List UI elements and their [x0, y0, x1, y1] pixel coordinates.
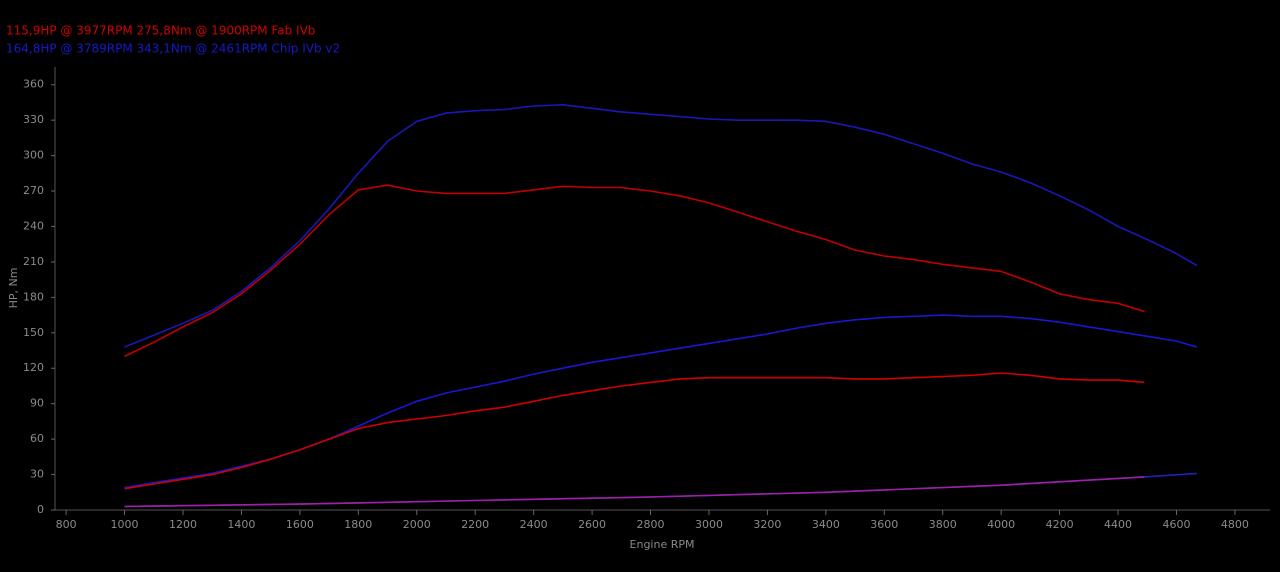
- y-tick-label: 270: [23, 184, 44, 197]
- x-tick-label: 800: [56, 518, 77, 531]
- x-tick-label: 1400: [227, 518, 255, 531]
- series-line: [124, 184, 1145, 358]
- x-tick-label: 4200: [1046, 518, 1074, 531]
- x-tick-label: 4800: [1221, 518, 1249, 531]
- y-tick-label: 150: [23, 326, 44, 339]
- x-tick-label: 2600: [578, 518, 606, 531]
- y-tick-label: 360: [23, 78, 44, 91]
- x-tick-label: 3400: [812, 518, 840, 531]
- x-tick-label: 2200: [461, 518, 489, 531]
- y-tick-label: 300: [23, 149, 44, 162]
- series-line: [124, 103, 1198, 348]
- x-tick-label: 2800: [637, 518, 665, 531]
- x-tick-label: 3000: [695, 518, 723, 531]
- x-tick-label: 1800: [344, 518, 372, 531]
- y-tick-label: 90: [30, 397, 44, 410]
- x-tick-label: 4400: [1104, 518, 1132, 531]
- x-tick-label: 4000: [987, 518, 1015, 531]
- y-tick-label: 60: [30, 432, 44, 445]
- y-tick-label: 120: [23, 361, 44, 374]
- x-tick-label: 1000: [111, 518, 139, 531]
- x-tick-label: 3600: [870, 518, 898, 531]
- x-tick-label: 2000: [403, 518, 431, 531]
- legend-entry: 115,9HP @ 3977RPM 275,8Nm @ 1900RPM Fab …: [6, 24, 315, 38]
- y-tick-label: 330: [23, 113, 44, 126]
- x-tick-label: 1200: [169, 518, 197, 531]
- y-tick-label: 0: [37, 503, 44, 516]
- y-tick-label: 210: [23, 255, 44, 268]
- y-axis-label: HP, Nm: [7, 268, 20, 309]
- x-tick-label: 1600: [286, 518, 314, 531]
- y-tick-label: 30: [30, 468, 44, 481]
- series-line: [124, 476, 1145, 508]
- x-tick-label: 3200: [753, 518, 781, 531]
- x-tick-label: 2400: [520, 518, 548, 531]
- y-tick-label: 180: [23, 290, 44, 303]
- x-axis-label: Engine RPM: [630, 538, 695, 551]
- x-tick-label: 3800: [929, 518, 957, 531]
- legend-entry: 164,8HP @ 3789RPM 343,1Nm @ 2461RPM Chip…: [6, 42, 340, 56]
- x-tick-label: 4600: [1162, 518, 1190, 531]
- y-tick-label: 240: [23, 219, 44, 232]
- series-line: [124, 372, 1145, 490]
